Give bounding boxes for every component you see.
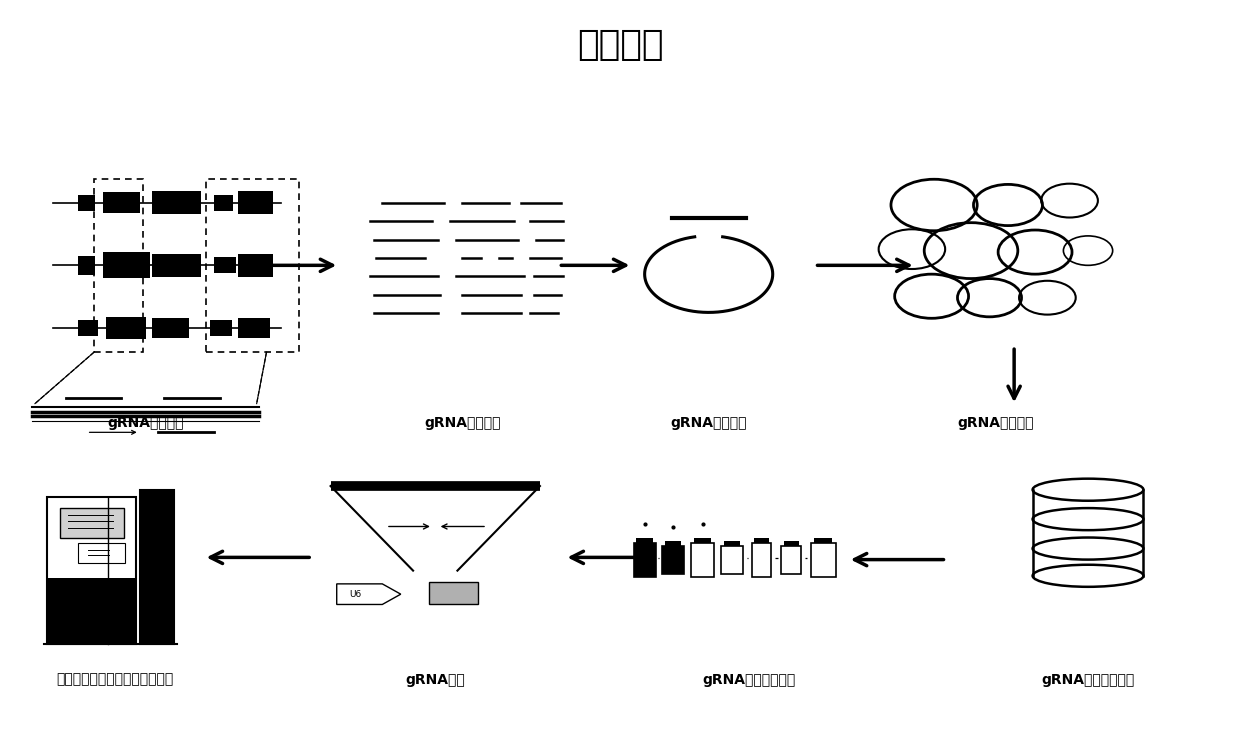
Bar xyxy=(781,545,801,574)
Bar xyxy=(153,191,201,214)
Bar xyxy=(784,542,799,545)
FancyArrow shape xyxy=(337,584,401,604)
Bar xyxy=(78,320,98,336)
Bar xyxy=(692,542,713,577)
Bar xyxy=(47,578,136,644)
Text: gRNA扩增: gRNA扩增 xyxy=(405,673,465,687)
Bar xyxy=(103,192,140,214)
Bar xyxy=(813,538,832,542)
Bar xyxy=(103,252,150,278)
Text: gRNA文库构建: gRNA文库构建 xyxy=(957,417,1034,431)
Bar xyxy=(429,583,479,604)
Text: gRNA库的构建: gRNA库的构建 xyxy=(671,417,746,431)
Bar xyxy=(751,542,771,577)
Bar xyxy=(213,195,233,211)
Bar xyxy=(724,542,740,545)
Bar xyxy=(213,257,236,274)
Bar xyxy=(78,256,95,275)
Bar xyxy=(140,490,174,644)
Bar xyxy=(153,318,188,338)
Bar xyxy=(107,316,146,339)
Bar xyxy=(47,497,136,644)
Text: 深度测序，检测覆盖度与准确率: 深度测序，检测覆盖度与准确率 xyxy=(56,673,174,687)
Bar xyxy=(238,318,270,338)
Bar xyxy=(60,508,124,537)
Bar xyxy=(634,542,656,577)
Bar xyxy=(754,538,769,542)
Bar xyxy=(636,538,653,542)
Text: gRNA文库质粒大提: gRNA文库质粒大提 xyxy=(703,673,796,687)
Text: gRNA芯片合成: gRNA芯片合成 xyxy=(424,417,501,431)
Bar xyxy=(78,195,95,211)
Bar xyxy=(662,545,684,574)
Bar xyxy=(153,254,201,277)
Text: gRNA位点设计: gRNA位点设计 xyxy=(108,417,184,431)
Bar xyxy=(94,179,144,352)
Bar xyxy=(720,545,743,574)
Bar xyxy=(811,542,836,577)
Bar xyxy=(694,538,711,542)
Bar xyxy=(206,179,299,352)
Bar xyxy=(238,191,273,214)
Text: U6: U6 xyxy=(350,590,361,599)
Text: 建库流程: 建库流程 xyxy=(577,28,663,62)
Bar xyxy=(238,254,273,277)
Bar xyxy=(78,542,125,563)
Bar xyxy=(665,542,681,545)
Bar xyxy=(210,320,232,336)
Text: gRNA文库大量电转: gRNA文库大量电转 xyxy=(1042,673,1135,687)
